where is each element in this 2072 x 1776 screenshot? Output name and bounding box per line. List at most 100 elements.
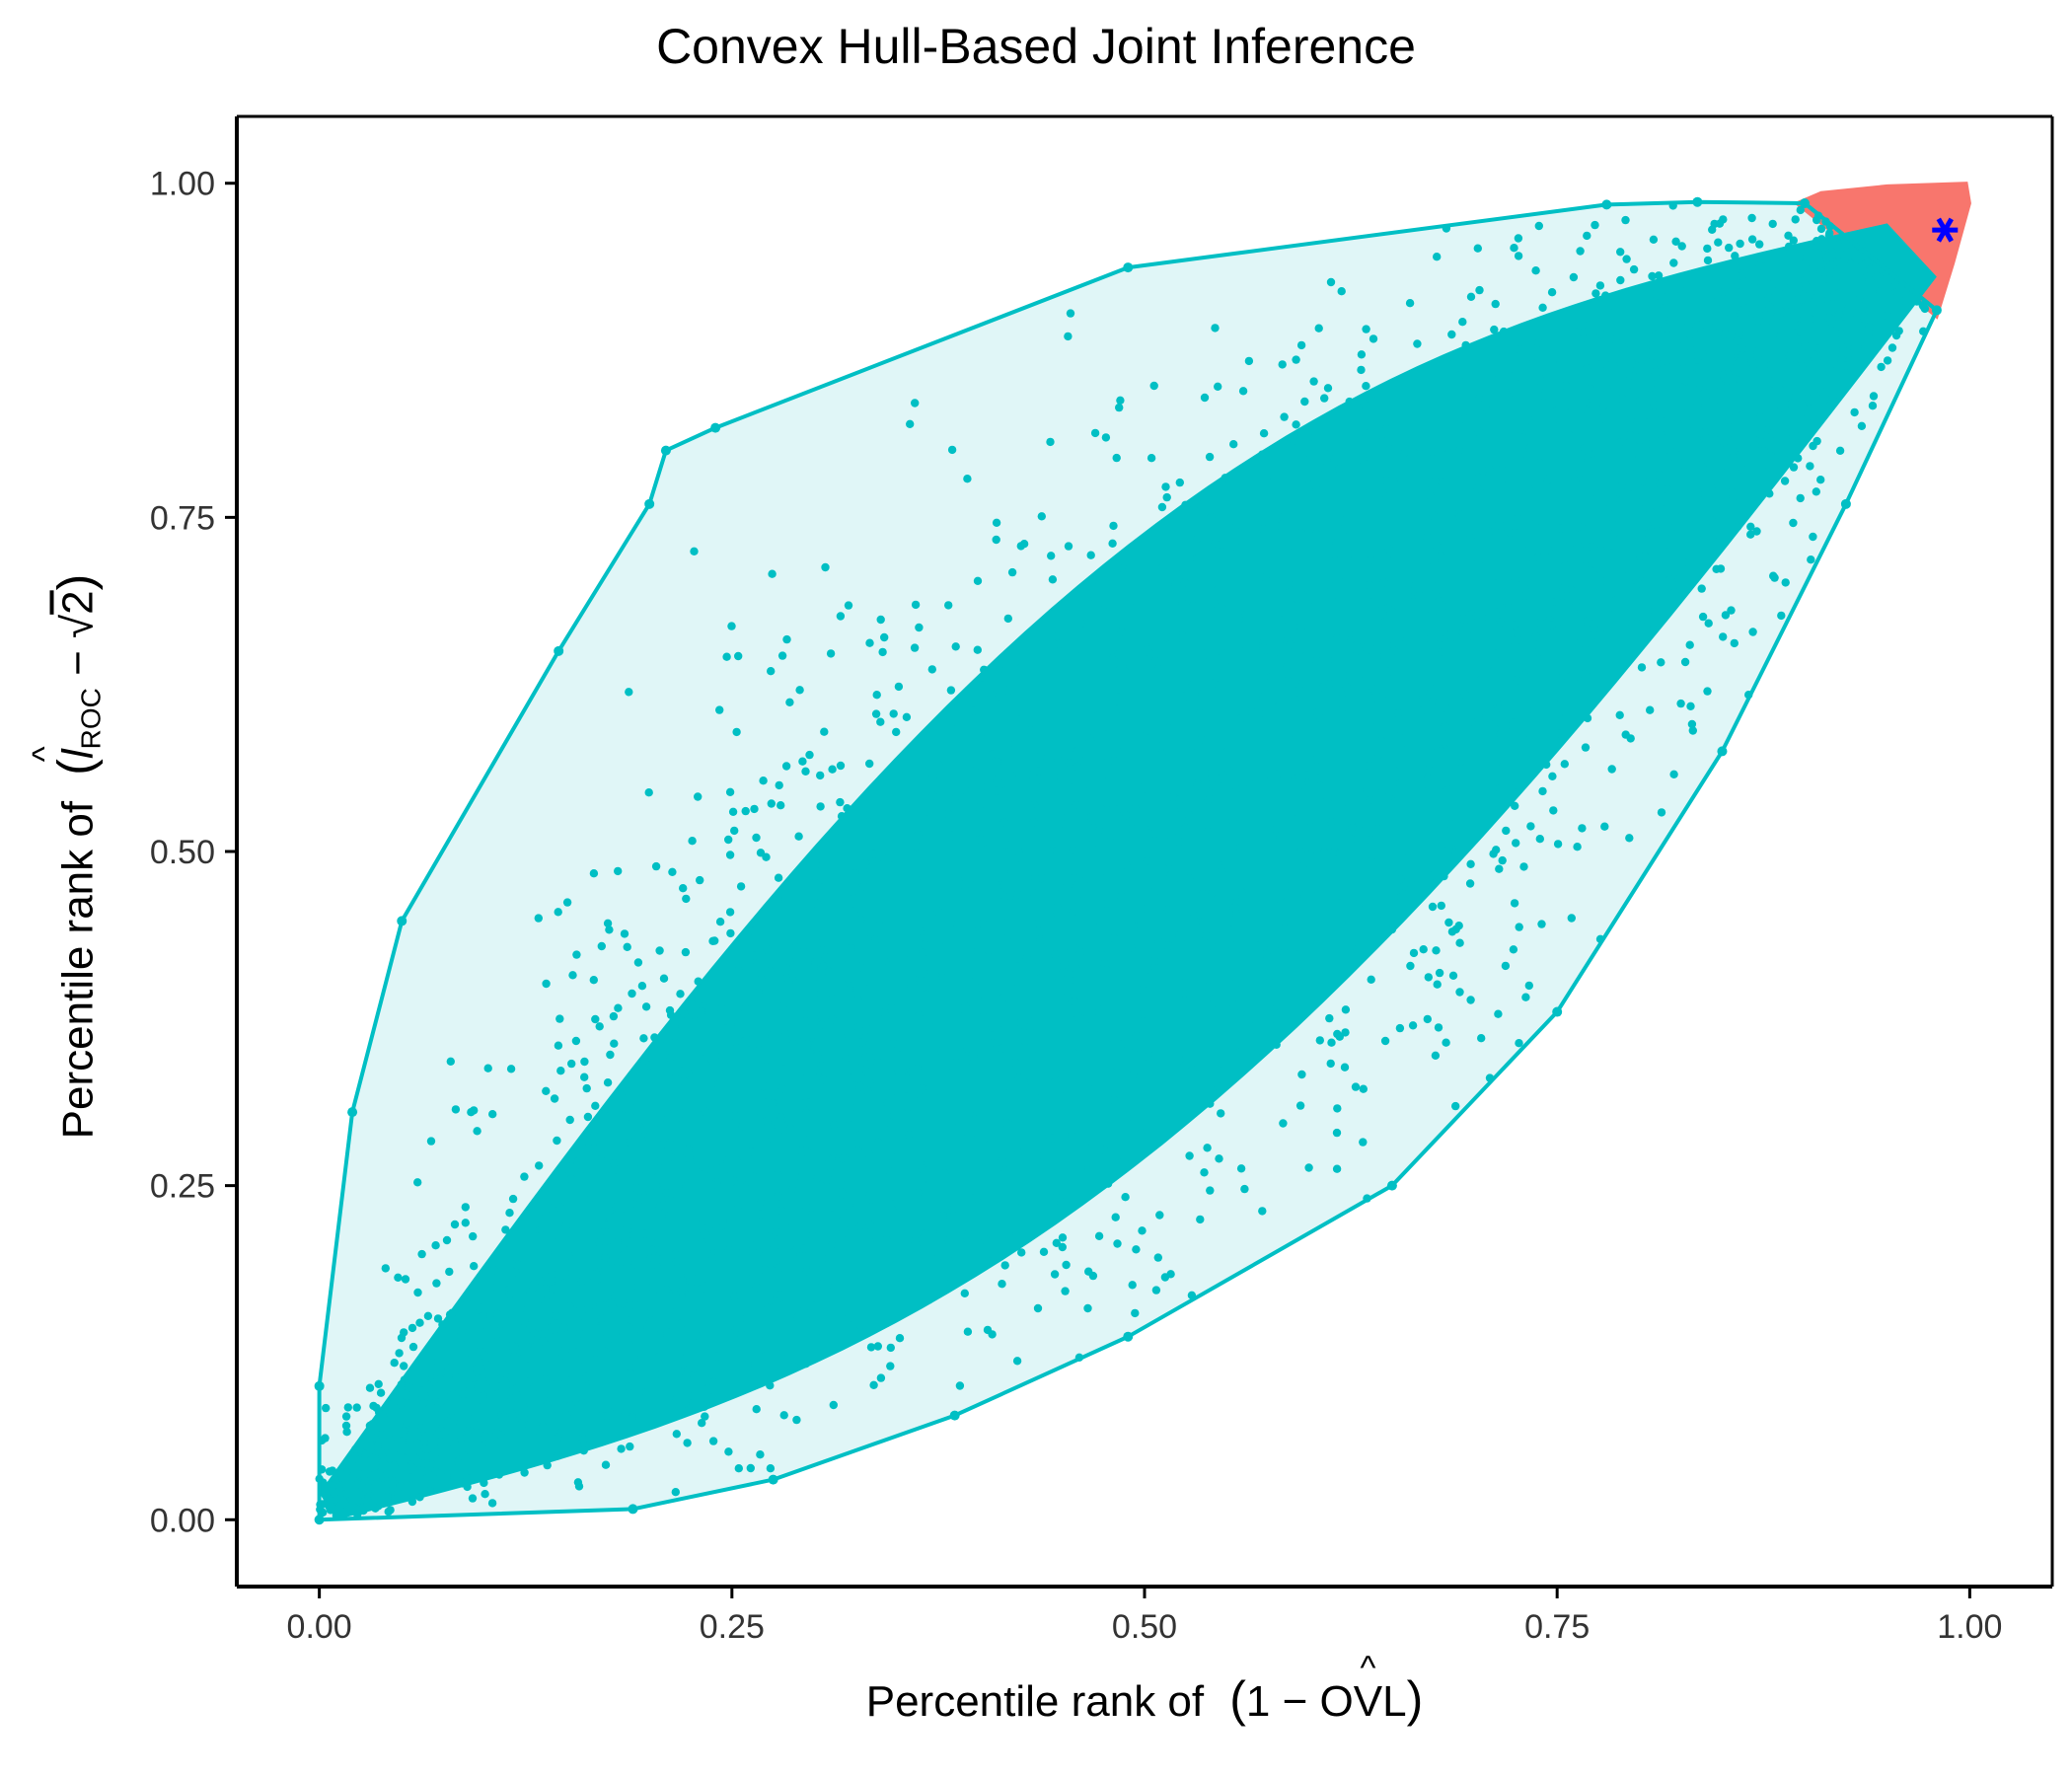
data-point bbox=[1417, 706, 1427, 715]
data-point bbox=[492, 1381, 501, 1391]
data-point bbox=[1433, 980, 1442, 989]
data-point bbox=[1717, 353, 1726, 362]
data-point bbox=[1608, 492, 1617, 502]
data-point bbox=[1013, 962, 1023, 971]
data-point bbox=[799, 1129, 808, 1138]
data-point bbox=[1466, 292, 1476, 301]
data-point bbox=[777, 801, 785, 810]
data-point bbox=[754, 989, 763, 998]
data-point bbox=[1574, 522, 1584, 532]
data-point bbox=[1687, 719, 1697, 729]
data-point bbox=[1595, 281, 1605, 290]
data-point bbox=[1501, 961, 1511, 971]
data-point bbox=[614, 1003, 623, 1012]
data-point bbox=[1273, 770, 1283, 778]
data-point bbox=[1137, 1129, 1146, 1138]
data-point bbox=[603, 1340, 613, 1349]
data-point bbox=[1452, 632, 1461, 641]
data-point bbox=[1466, 534, 1475, 543]
data-point bbox=[1060, 959, 1069, 968]
data-point bbox=[734, 1464, 743, 1473]
data-point bbox=[470, 1262, 479, 1271]
data-point bbox=[613, 1237, 622, 1246]
data-point bbox=[1351, 1082, 1361, 1091]
data-point bbox=[1488, 667, 1497, 676]
data-point bbox=[1511, 575, 1519, 584]
data-point bbox=[1384, 792, 1393, 801]
data-point bbox=[905, 1131, 914, 1140]
data-point bbox=[1081, 1014, 1091, 1024]
data-point bbox=[1707, 516, 1716, 525]
data-point bbox=[1729, 374, 1738, 383]
data-point bbox=[1385, 445, 1394, 454]
data-point bbox=[1221, 748, 1230, 757]
data-point bbox=[1402, 636, 1411, 645]
data-point bbox=[992, 880, 1000, 889]
data-point bbox=[1140, 896, 1149, 905]
data-point bbox=[1020, 1037, 1030, 1046]
data-point bbox=[1710, 396, 1719, 405]
data-point bbox=[720, 1228, 730, 1238]
data-point bbox=[1112, 745, 1121, 755]
data-point bbox=[1061, 1197, 1070, 1207]
data-point bbox=[1810, 350, 1818, 359]
data-point bbox=[1530, 519, 1539, 529]
data-point bbox=[677, 1287, 686, 1295]
data-point bbox=[413, 1288, 422, 1297]
data-point bbox=[853, 962, 863, 971]
data-point bbox=[1486, 720, 1495, 729]
data-point bbox=[1818, 370, 1828, 379]
data-point bbox=[1377, 782, 1386, 792]
data-point bbox=[1033, 1303, 1043, 1313]
data-point bbox=[1073, 747, 1081, 756]
data-point bbox=[1665, 446, 1675, 455]
data-point bbox=[974, 991, 983, 999]
data-point bbox=[1578, 602, 1588, 611]
data-point bbox=[755, 1046, 764, 1055]
data-point bbox=[1850, 407, 1859, 417]
data-point bbox=[757, 974, 766, 984]
data-point bbox=[717, 1051, 726, 1061]
data-point bbox=[543, 1401, 552, 1410]
data-point bbox=[1673, 418, 1682, 428]
data-point bbox=[1150, 887, 1159, 897]
data-point bbox=[1058, 1233, 1068, 1242]
data-point bbox=[1562, 591, 1572, 601]
data-point bbox=[1335, 465, 1344, 474]
data-point bbox=[1588, 301, 1596, 310]
data-point bbox=[1128, 922, 1138, 930]
data-point bbox=[628, 1113, 637, 1123]
data-point bbox=[1127, 824, 1137, 834]
data-point bbox=[1296, 848, 1305, 856]
data-point bbox=[1068, 783, 1076, 792]
data-point bbox=[1460, 414, 1469, 423]
data-point bbox=[564, 1251, 573, 1260]
data-point bbox=[602, 1221, 612, 1230]
data-point bbox=[825, 1309, 835, 1318]
data-point bbox=[1632, 619, 1642, 629]
data-point bbox=[694, 1159, 703, 1169]
data-point bbox=[1510, 244, 1518, 253]
data-point bbox=[1700, 440, 1710, 450]
data-point bbox=[828, 765, 837, 774]
data-point bbox=[813, 1174, 822, 1183]
data-point bbox=[1620, 377, 1630, 386]
data-point bbox=[985, 689, 995, 698]
data-point bbox=[1528, 554, 1538, 563]
data-point bbox=[1162, 492, 1171, 502]
data-point bbox=[1804, 358, 1813, 367]
data-point bbox=[676, 990, 685, 999]
hull-vertex bbox=[554, 645, 564, 656]
hull-vertex bbox=[314, 1515, 325, 1525]
data-point bbox=[400, 1362, 408, 1370]
data-point bbox=[1664, 453, 1673, 463]
data-point bbox=[1196, 708, 1205, 717]
data-point bbox=[554, 908, 562, 917]
data-point bbox=[836, 612, 846, 621]
data-point bbox=[967, 880, 977, 890]
data-point bbox=[1003, 614, 1012, 624]
data-point bbox=[1535, 618, 1545, 627]
data-point bbox=[389, 1483, 398, 1493]
data-point bbox=[1141, 825, 1150, 834]
data-point bbox=[1357, 365, 1366, 375]
